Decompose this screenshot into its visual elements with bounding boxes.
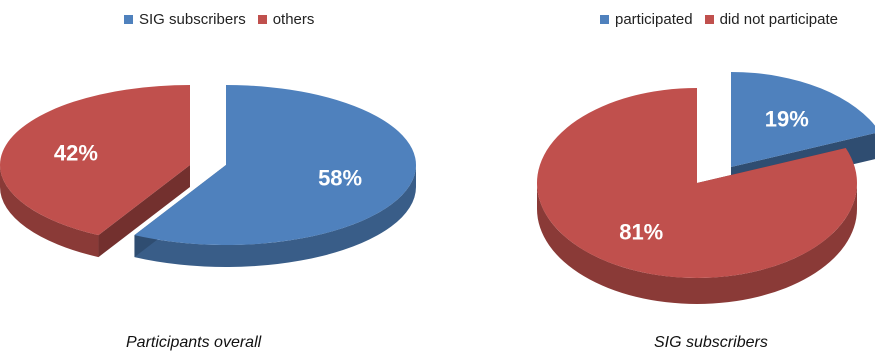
legend-swatch-sig-subscribers xyxy=(124,15,133,24)
pie-slice-others xyxy=(0,85,190,236)
pie-slice-did-not-participate xyxy=(536,88,857,278)
pie-chart-participants-overall: 58% 42% xyxy=(0,85,417,267)
pie-side-sig-subscribers xyxy=(134,165,417,267)
pie-chart-sig-subscribers: 19% 81% xyxy=(536,72,875,304)
data-label-participated: 19% xyxy=(765,106,809,131)
legend-label-others: others xyxy=(272,11,315,28)
legend-participants-overall: SIG subscribers others xyxy=(124,11,326,28)
legend-swatch-others xyxy=(257,15,267,24)
pie-side-did-not-participate xyxy=(537,183,857,304)
legend-item-did-not-participate: did not participate xyxy=(704,11,838,28)
legend-swatch-did-not-participate xyxy=(704,15,714,24)
pie-cut-face-others-0 xyxy=(98,165,190,258)
legend-sig-subscribers: participated did not participate xyxy=(600,11,850,28)
pie-slice-participated xyxy=(731,72,875,167)
legend-label-participated: participated xyxy=(615,11,693,28)
pie-slice-sig-subscribers xyxy=(134,85,416,245)
legend-item-others: others xyxy=(257,11,315,28)
data-label-did-not-participate: 81% xyxy=(619,220,663,245)
chart-title-participants-overall: Participants overall xyxy=(126,334,262,351)
legend-swatch-participated xyxy=(600,15,609,24)
chart-title-sig-subscribers: SIG subscribers xyxy=(654,334,768,351)
legend-label-did-not-participate: did not participate xyxy=(719,11,838,28)
legend-item-sig-subscribers: SIG subscribers xyxy=(124,11,246,28)
pie-side-others xyxy=(0,165,99,258)
legend-item-participated: participated xyxy=(600,11,693,28)
legend-label-sig-subscribers: SIG subscribers xyxy=(139,11,246,28)
data-label-sig-subscribers: 58% xyxy=(318,165,362,190)
data-label-others: 42% xyxy=(54,141,98,166)
